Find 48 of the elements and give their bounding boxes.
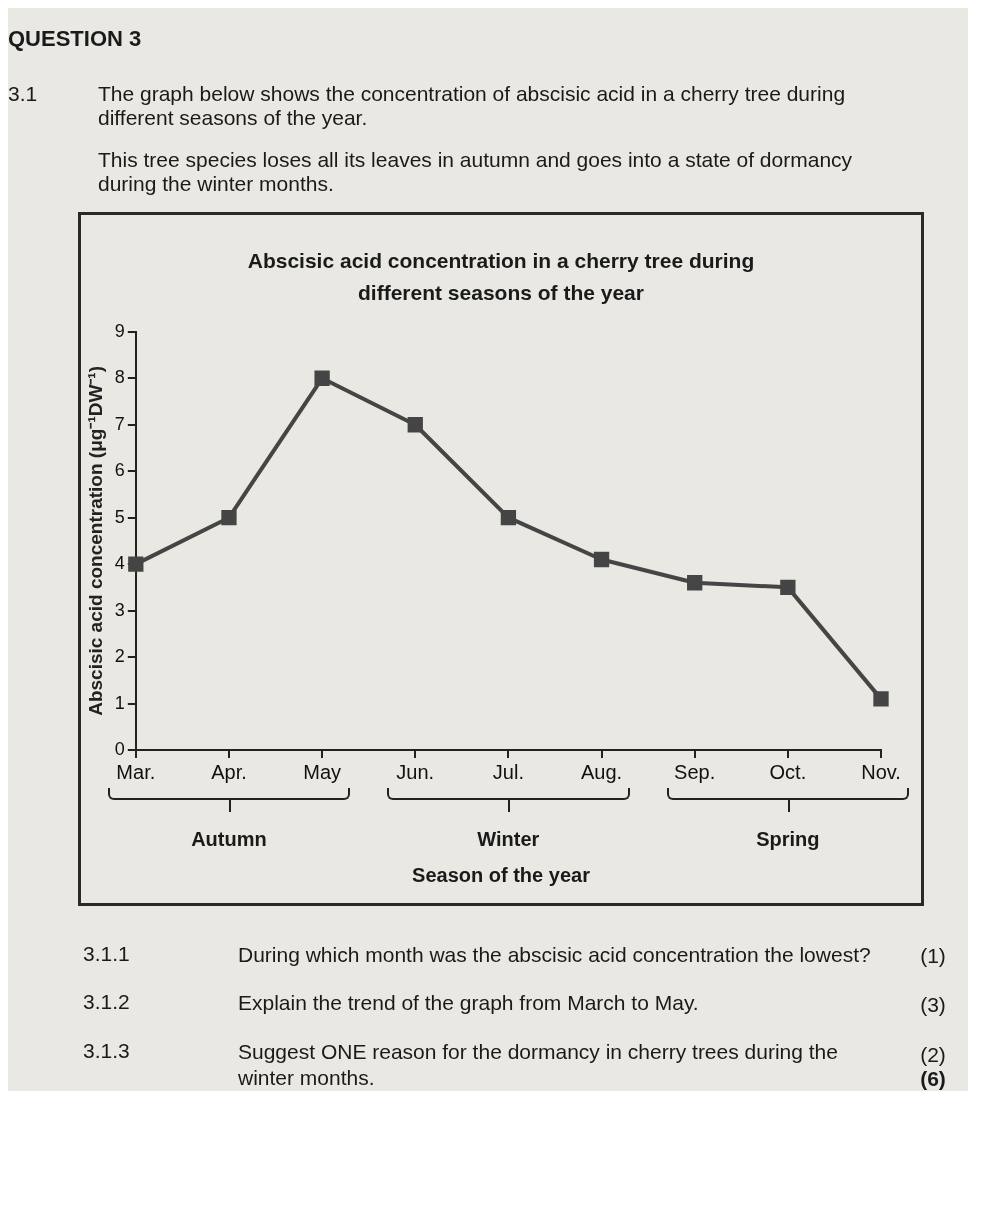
x-tick-label: Sep.: [674, 760, 716, 783]
text: 3.1.1: [82, 942, 131, 967]
chart-title: Abscisic acid concentration in a cherry tree during different seasons of the year: [246, 248, 756, 306]
x-tick-label: Nov.: [861, 760, 901, 783]
text: Explain the trend of the graph from March to May.: [238, 990, 700, 1017]
y-tick-label: 8: [114, 367, 125, 388]
point: [687, 575, 703, 591]
text: (1): [920, 944, 946, 969]
text: QUESTION 3: [8, 25, 143, 52]
point: [407, 417, 423, 433]
text: (2): [920, 1043, 946, 1067]
y-tick-label: 2: [114, 646, 125, 667]
x-tick-label: Oct.: [769, 760, 807, 783]
point: [128, 556, 144, 572]
text: Winter: [476, 828, 541, 851]
text: Spring: [755, 828, 821, 851]
text: Suggest ONE reason for the dormancy in cherry trees during the winter months.: [238, 1038, 839, 1091]
y-tick-label: 9: [114, 320, 125, 341]
x-tick-label: Aug.: [580, 760, 623, 783]
point: [221, 510, 237, 526]
text: This tree species loses all its leaves in autumn and goes into a state of dormancy during the winter months.: [98, 148, 854, 196]
point: [593, 551, 610, 568]
point: [500, 510, 517, 526]
y-tick-label: 1: [114, 692, 125, 713]
text: 3.1.2: [82, 990, 131, 1016]
point: [780, 579, 796, 596]
x-tick-label: Jul.: [492, 760, 524, 783]
y-tick-label: 7: [114, 413, 125, 434]
text: The graph below shows the concentration of abscisic acid in a cherry tree during different seasons of the year.: [98, 82, 847, 130]
text: (6): [920, 1067, 946, 1091]
text: (3): [920, 992, 946, 1017]
y-tick-label: 4: [114, 553, 125, 574]
y-tick-label: 6: [114, 460, 125, 481]
y-tick-label: 0: [114, 738, 125, 759]
x-tick-label: May: [303, 760, 342, 783]
point: [314, 370, 330, 386]
x-axis-title: Season of the year: [411, 864, 591, 887]
text: Autumn: [190, 828, 268, 851]
x-tick-label: Apr.: [211, 760, 247, 783]
text: 3.1.3: [82, 1038, 131, 1064]
y-tick-label: 5: [114, 506, 125, 527]
text: 3.1: [8, 82, 39, 107]
y-tick-label: 3: [114, 599, 125, 620]
y-axis-title: Abscisic acid concentration (μg⁻¹DW⁻¹): [84, 365, 106, 716]
text: During which month was the abscisic acid concentration the lowest?: [238, 942, 872, 968]
x-tick-label: Mar.: [116, 760, 156, 783]
point: [873, 691, 889, 707]
x-tick-label: Jun.: [396, 760, 435, 783]
